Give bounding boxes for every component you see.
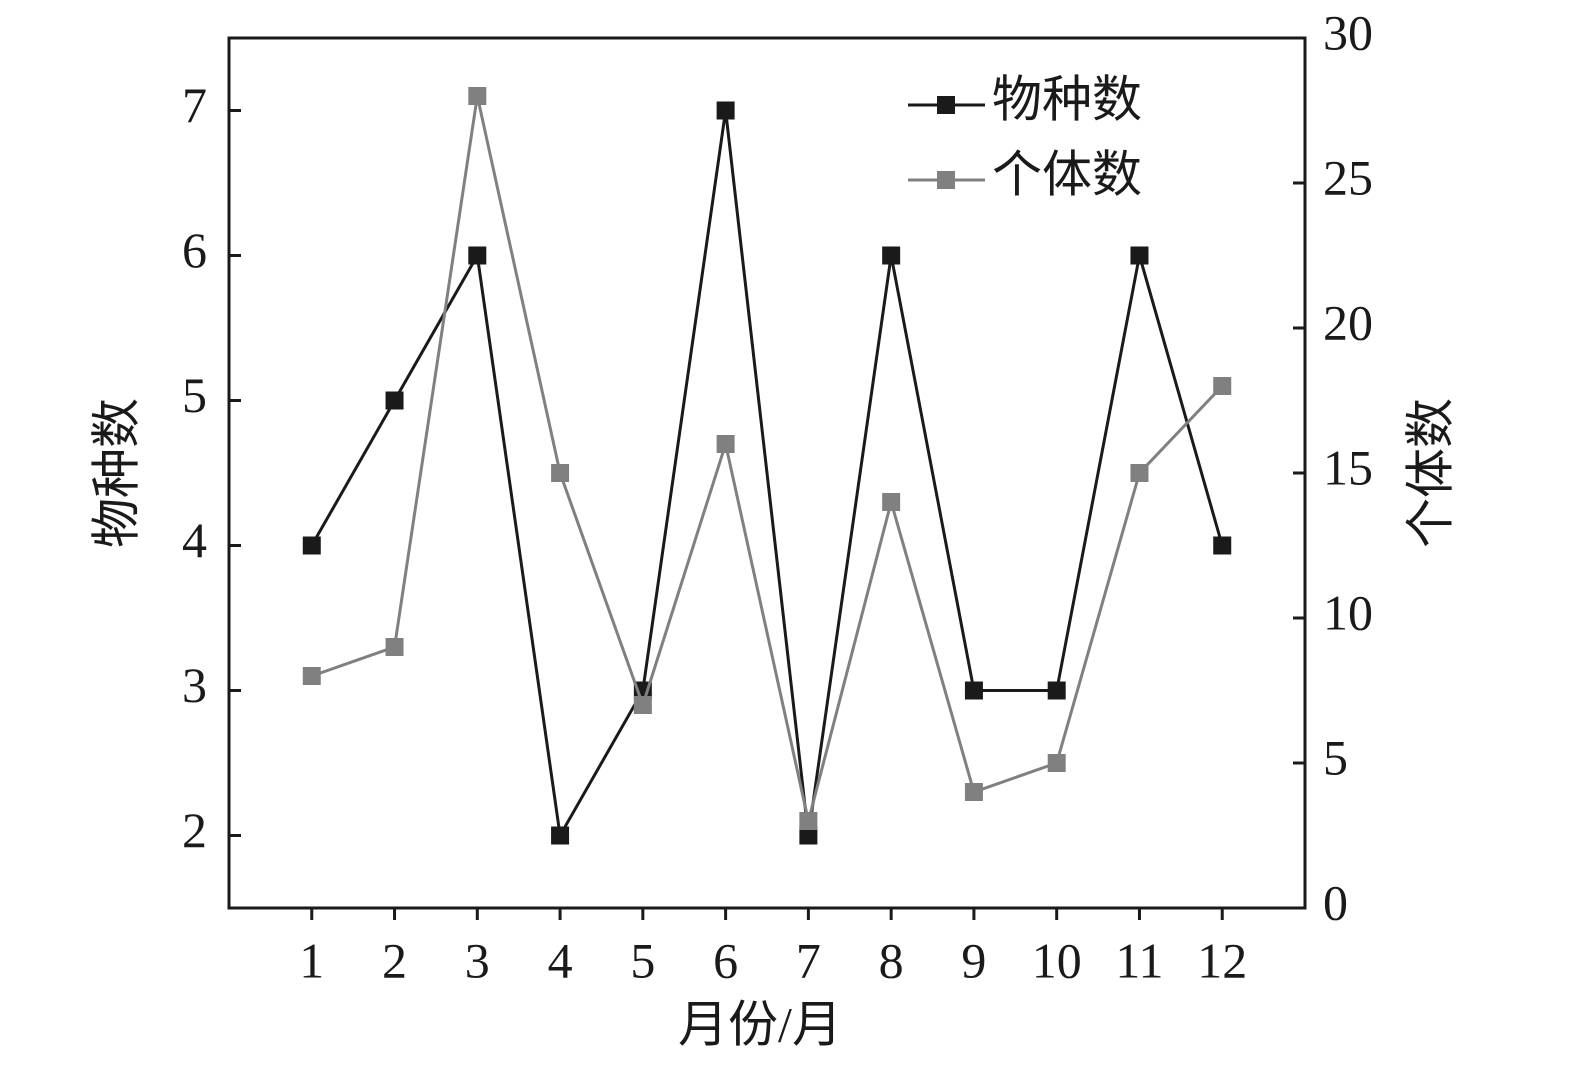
- y2-tick-label: 10: [1323, 584, 1373, 640]
- point-marker: [1047, 681, 1066, 700]
- x-axis-label: 月份/月: [678, 996, 842, 1052]
- point-marker: [468, 246, 487, 265]
- point-marker: [385, 391, 404, 410]
- y2-axis-label: 个体数: [1402, 398, 1458, 548]
- point-marker: [633, 696, 652, 714]
- x-tick-label: 5: [630, 932, 655, 988]
- y-axis-label: 物种数: [88, 398, 144, 548]
- y-tick-label: 4: [182, 512, 207, 568]
- point-marker: [716, 101, 735, 120]
- y-tick-label: 2: [182, 802, 207, 858]
- point-marker: [882, 493, 901, 511]
- x-tick-label: 9: [961, 932, 986, 988]
- y-tick-label: 6: [182, 222, 207, 278]
- y-tick-label: 3: [182, 657, 207, 713]
- y2-tick-label: 25: [1323, 149, 1373, 205]
- x-tick-label: 12: [1197, 932, 1247, 988]
- point-marker: [468, 87, 487, 105]
- y2-tick-label: 0: [1323, 874, 1348, 930]
- legend-label: 个体数: [992, 146, 1142, 202]
- x-tick-label: 6: [713, 932, 738, 988]
- series-line: [311, 95, 1224, 822]
- point-marker: [385, 638, 404, 656]
- x-tick-label: 3: [465, 932, 490, 988]
- point-marker: [302, 667, 321, 685]
- series-line: [310, 110, 1224, 841]
- point-marker: [551, 464, 570, 482]
- point-marker: [716, 435, 735, 453]
- x-tick-label: 2: [382, 932, 407, 988]
- point-marker: [1047, 754, 1066, 772]
- legend-label: 物种数: [992, 71, 1142, 127]
- point-marker: [799, 826, 818, 845]
- x-tick-label: 10: [1032, 932, 1082, 988]
- x-tick-label: 1: [299, 932, 324, 988]
- y2-tick-label: 5: [1323, 729, 1348, 785]
- point-marker: [302, 536, 321, 555]
- legend-marker: [937, 96, 955, 114]
- y2-tick-label: 30: [1323, 4, 1373, 60]
- point-marker: [882, 246, 901, 265]
- point-marker: [1130, 464, 1149, 482]
- x-tick-label: 11: [1115, 932, 1163, 988]
- point-marker: [964, 681, 983, 700]
- point-marker: [964, 783, 983, 801]
- y2-tick-label: 20: [1323, 294, 1373, 350]
- y2-tick-label: 15: [1323, 439, 1373, 495]
- y-tick-label: 7: [182, 77, 207, 133]
- point-marker: [1130, 246, 1149, 265]
- x-tick-label: 4: [548, 932, 573, 988]
- point-marker: [1213, 536, 1232, 555]
- point-marker: [799, 812, 818, 830]
- x-tick-label: 7: [796, 932, 821, 988]
- point-marker: [551, 826, 570, 845]
- legend-marker: [937, 171, 955, 189]
- y-tick-label: 5: [182, 367, 207, 423]
- x-tick-label: 8: [879, 932, 904, 988]
- point-marker: [1213, 377, 1232, 395]
